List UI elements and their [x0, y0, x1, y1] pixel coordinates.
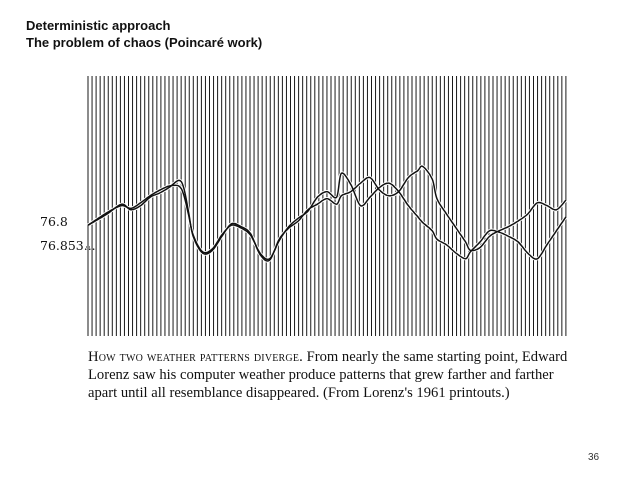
slide-title: Deterministic approach The problem of ch… [26, 17, 262, 51]
start-value-label-76-853: 76.853... [40, 238, 96, 253]
slide-title-line-2: The problem of chaos (Poincaré work) [26, 35, 263, 50]
series-lines [86, 164, 568, 263]
series-2-line [87, 172, 567, 261]
figure-caption: How two weather patterns diverge. From n… [88, 348, 568, 402]
page-number: 36 [588, 452, 600, 463]
start-value-label-76-8: 76.8 [40, 214, 68, 229]
divergence-chart: 76.8 76.853... [40, 76, 568, 336]
slide-title-line-1: Deterministic approach [26, 18, 171, 33]
series-1-line [87, 165, 567, 262]
caption-body: From nearly the same starting point, Edw… [88, 349, 568, 401]
vertical-grid [87, 76, 567, 336]
caption-lead: How two weather patterns diverge. [88, 349, 303, 365]
